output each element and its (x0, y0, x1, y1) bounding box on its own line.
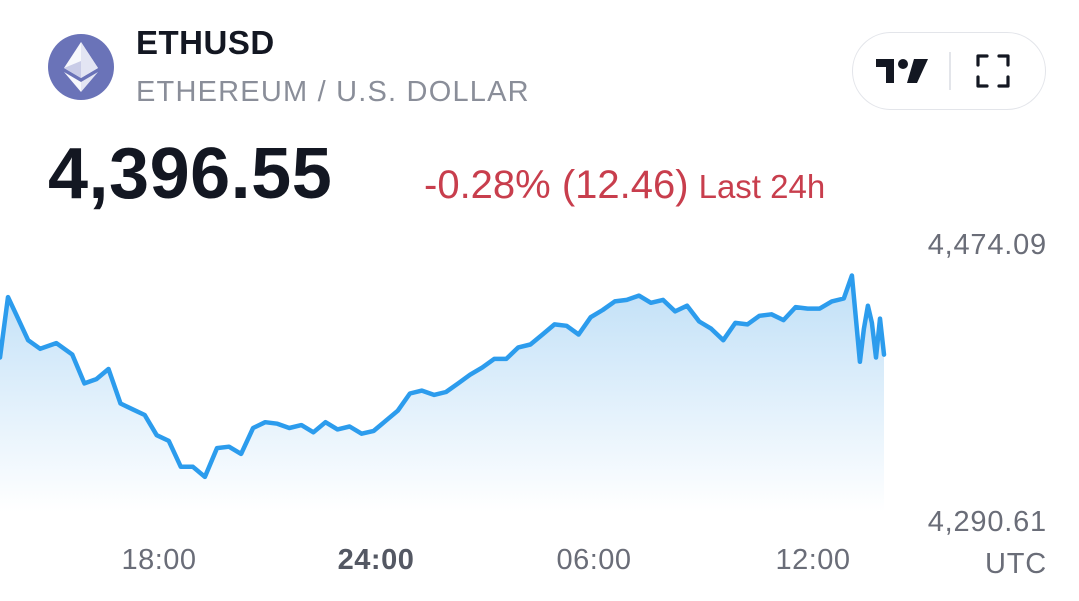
fullscreen-icon (976, 54, 1010, 88)
price-change: -0.28% (12.46) Last 24h (424, 162, 825, 210)
tradingview-logo-button[interactable] (873, 51, 931, 91)
x-axis-label-12: 12:00 (775, 544, 851, 576)
x-axis-label-24: 24:00 (337, 544, 415, 576)
tradingview-logo-icon (876, 59, 928, 83)
price-change-value: -0.28% (12.46) (424, 163, 689, 207)
symbol-title: ETHUSD (136, 24, 275, 61)
chart-toolbar (852, 32, 1046, 110)
y-axis-min-label: 4,290.61 (927, 506, 1047, 538)
toolbar-divider (949, 52, 951, 90)
ethereum-icon (64, 42, 98, 92)
price-line (0, 273, 887, 480)
symbol-description: ETHEREUM / U.S. DOLLAR (136, 76, 530, 108)
x-axis-label-06: 06:00 (556, 544, 632, 576)
last-price: 4,396.55 (48, 134, 333, 214)
ethereum-logo (48, 34, 114, 100)
change-period-label: Last 24h (698, 168, 826, 205)
y-axis-max-label: 4,474.09 (927, 229, 1047, 261)
fullscreen-button[interactable] (971, 50, 1015, 92)
timezone-label: UTC (984, 548, 1047, 580)
x-axis-label-18: 18:00 (121, 544, 197, 576)
